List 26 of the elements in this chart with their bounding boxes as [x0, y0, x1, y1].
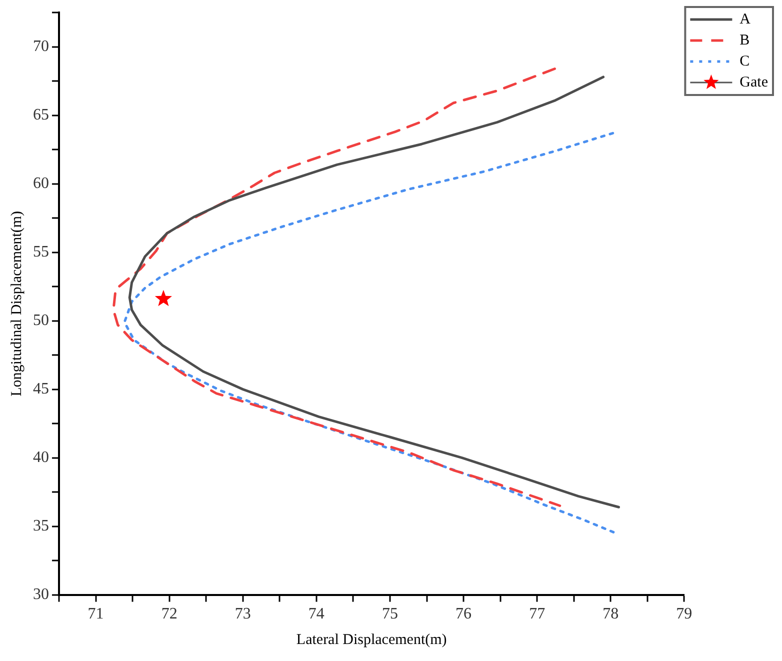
y-tick-label: 55 [33, 244, 49, 261]
x-tick-label: 72 [161, 606, 178, 623]
y-axis-title: Longitudinal Displacement(m) [8, 211, 25, 396]
y-tick-label: 70 [33, 38, 49, 56]
legend-label: B [740, 32, 750, 48]
y-tick-label: 45 [33, 380, 49, 398]
line-series [123, 132, 618, 534]
y-tick-label: 35 [33, 518, 49, 535]
legend-label: Gate [740, 74, 768, 90]
x-tick-label: 75 [382, 606, 398, 623]
y-tick-label: 50 [33, 312, 49, 330]
legend-label: A [740, 11, 751, 28]
legend-label: C [740, 53, 750, 70]
x-tick-label: 77 [529, 606, 546, 623]
x-tick-label: 76 [456, 606, 472, 623]
x-tick-label: 71 [88, 606, 104, 623]
y-tick-label: 65 [33, 106, 49, 124]
y-tick-label: 40 [33, 449, 49, 466]
line-series [112, 68, 562, 508]
x-tick-label: 78 [602, 606, 619, 623]
x-axis-title: Lateral Displacement(m) [296, 632, 447, 648]
y-tick-label: 60 [33, 175, 49, 192]
x-tick-label: 79 [676, 606, 692, 623]
x-tick-label: 74 [308, 606, 324, 623]
x-tick-label: 73 [234, 606, 251, 623]
y-tick-label: 30 [33, 586, 49, 604]
